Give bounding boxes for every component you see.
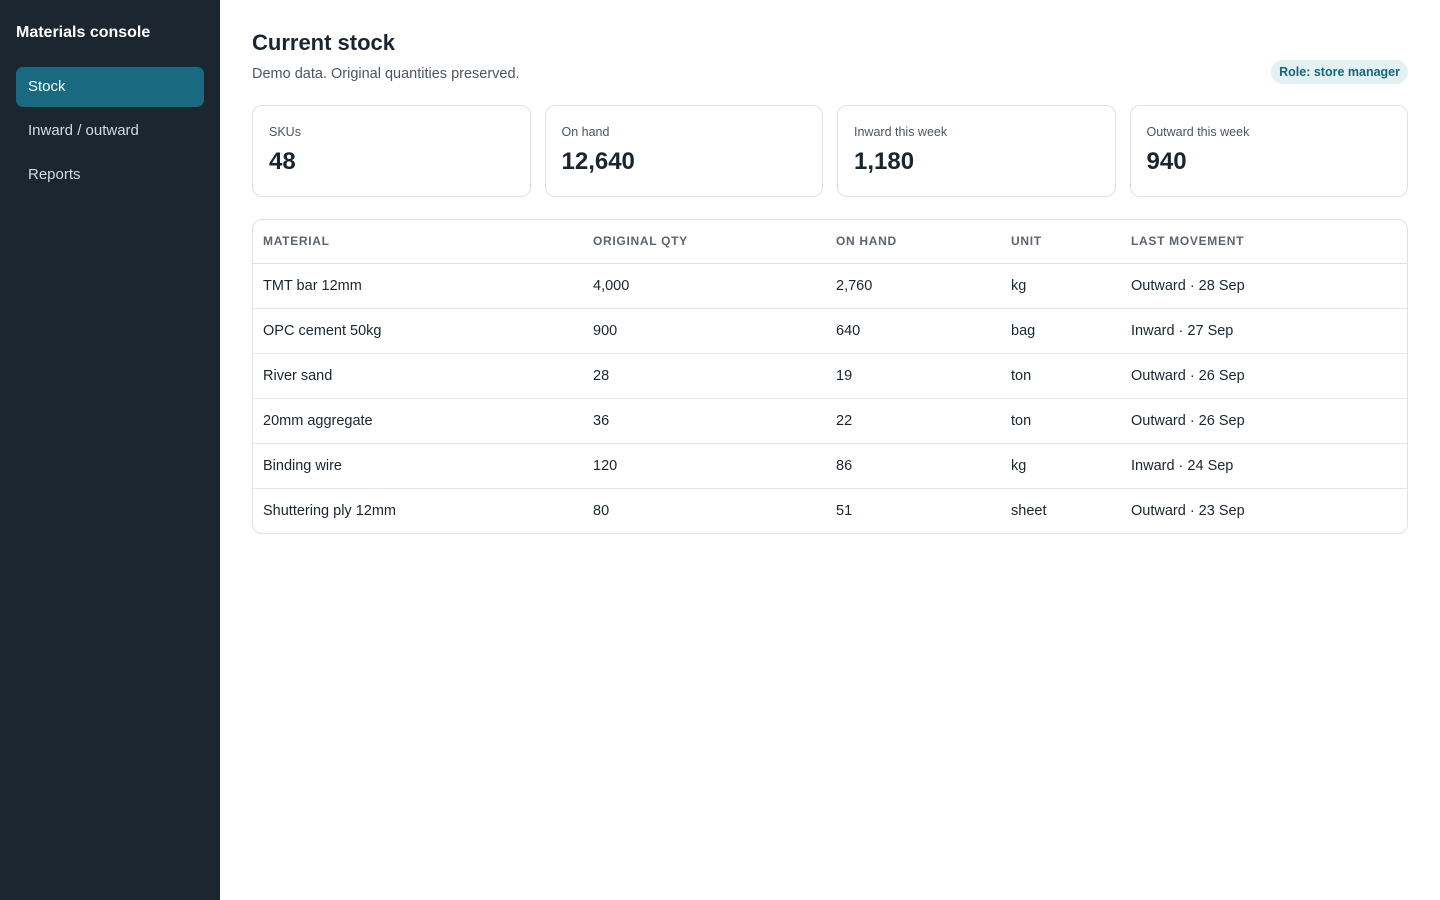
column-header-unit[interactable]: UNIT [1001, 220, 1121, 264]
table-row[interactable]: TMT bar 12mm 4,000 2,760 kg Outward · 28… [253, 263, 1407, 309]
cell-on-hand: 86 [826, 443, 1001, 489]
sidebar-nav: Stock Inward / outward Reports [16, 67, 204, 195]
column-header-original-qty[interactable]: ORIGINAL QTY [583, 220, 826, 264]
table-row[interactable]: River sand 28 19 ton Outward · 26 Sep [253, 353, 1407, 399]
cell-on-hand: 19 [826, 353, 1001, 399]
sidebar-item-reports[interactable]: Reports [28, 166, 81, 183]
cell-last-movement: Inward · 27 Sep [1121, 308, 1407, 354]
column-header-material[interactable]: MATERIAL [253, 220, 583, 264]
cell-material: TMT bar 12mm [253, 263, 583, 309]
role-badge: Role: store manager [1271, 60, 1408, 84]
cell-original-qty: 4,000 [583, 263, 826, 309]
cell-unit: sheet [1011, 502, 1047, 519]
page-title: Current stock [252, 30, 396, 55]
cell-on-hand: 51 [836, 502, 853, 519]
cell-material: 20mm aggregate [253, 398, 583, 444]
stock-table-container: MATERIAL ORIGINAL QTY ON HAND UNIT LAST … [252, 219, 1408, 534]
cell-original-qty: 80 [593, 502, 610, 519]
cell-on-hand: 22 [826, 398, 1001, 444]
cell-unit: ton [1001, 398, 1121, 444]
table-header-row: MATERIAL ORIGINAL QTY ON HAND UNIT LAST … [253, 220, 1407, 264]
stat-label: Inward this week [854, 125, 948, 139]
cell-unit: kg [1001, 263, 1121, 309]
cell-last-movement: Outward · 26 Sep [1121, 353, 1407, 399]
cell-material: Binding wire [253, 443, 583, 489]
stat-label: SKUs [269, 125, 301, 139]
table-row[interactable]: Binding wire 120 86 kg Inward · 24 Sep [253, 443, 1407, 489]
cell-last-movement: Outward · 23 Sep [1131, 502, 1245, 519]
stat-label: Outward this week [1146, 125, 1250, 139]
cell-material: Shuttering ply 12mm [263, 502, 396, 519]
app-brand: Materials console [16, 24, 151, 41]
cell-on-hand: 640 [826, 308, 1001, 354]
sidebar-item-inward-outward[interactable]: Inward / outward [28, 122, 139, 139]
cell-unit: bag [1001, 308, 1121, 354]
main-content: Current stock Demo data. Original quanti… [220, 0, 1440, 900]
cell-material: OPC cement 50kg [253, 308, 583, 354]
cell-unit: ton [1001, 353, 1121, 399]
cell-last-movement: Outward · 26 Sep [1121, 398, 1407, 444]
stat-value: 940 [1146, 148, 1187, 175]
cell-on-hand: 2,760 [826, 263, 1001, 309]
stat-value: 1,180 [854, 148, 915, 175]
column-header-last-movement[interactable]: LAST MOVEMENT [1121, 220, 1407, 264]
stat-card-on-hand: On hand 12,640 [544, 105, 823, 197]
sidebar: Materials console Stock Inward / outward… [0, 0, 220, 900]
table-row[interactable]: 20mm aggregate 36 22 ton Outward · 26 Se… [253, 398, 1407, 444]
cell-material: River sand [253, 353, 583, 399]
column-header-on-hand[interactable]: ON HAND [826, 220, 1001, 264]
cell-unit: kg [1001, 443, 1121, 489]
cell-original-qty: 36 [583, 398, 826, 444]
stat-value: 12,640 [561, 148, 635, 175]
stat-card-inward-week: Inward this week 1,180 [837, 105, 1116, 197]
stat-card-skus: SKUs 48 [252, 105, 531, 197]
stat-card-outward-week: Outward this week 940 [1129, 105, 1408, 197]
cell-original-qty: 120 [583, 443, 826, 489]
cell-last-movement: Inward · 24 Sep [1121, 443, 1407, 489]
stat-label: On hand [561, 125, 610, 139]
sidebar-item-stock[interactable]: Stock [16, 67, 204, 107]
table-row[interactable]: OPC cement 50kg 900 640 bag Inward · 27 … [253, 308, 1407, 354]
stock-table: MATERIAL ORIGINAL QTY ON HAND UNIT LAST … [253, 220, 1407, 533]
cell-original-qty: 900 [583, 308, 826, 354]
page-subtitle: Demo data. Original quantities preserved… [252, 66, 520, 82]
cell-last-movement: Outward · 28 Sep [1121, 263, 1407, 309]
table-row[interactable]: Shuttering ply 12mm 80 51 sheet Outward … [253, 488, 1407, 533]
cell-original-qty: 28 [583, 353, 826, 399]
stats-row: SKUs 48 On hand 12,640 Inward this week … [252, 105, 1408, 197]
stat-value: 48 [269, 148, 296, 175]
